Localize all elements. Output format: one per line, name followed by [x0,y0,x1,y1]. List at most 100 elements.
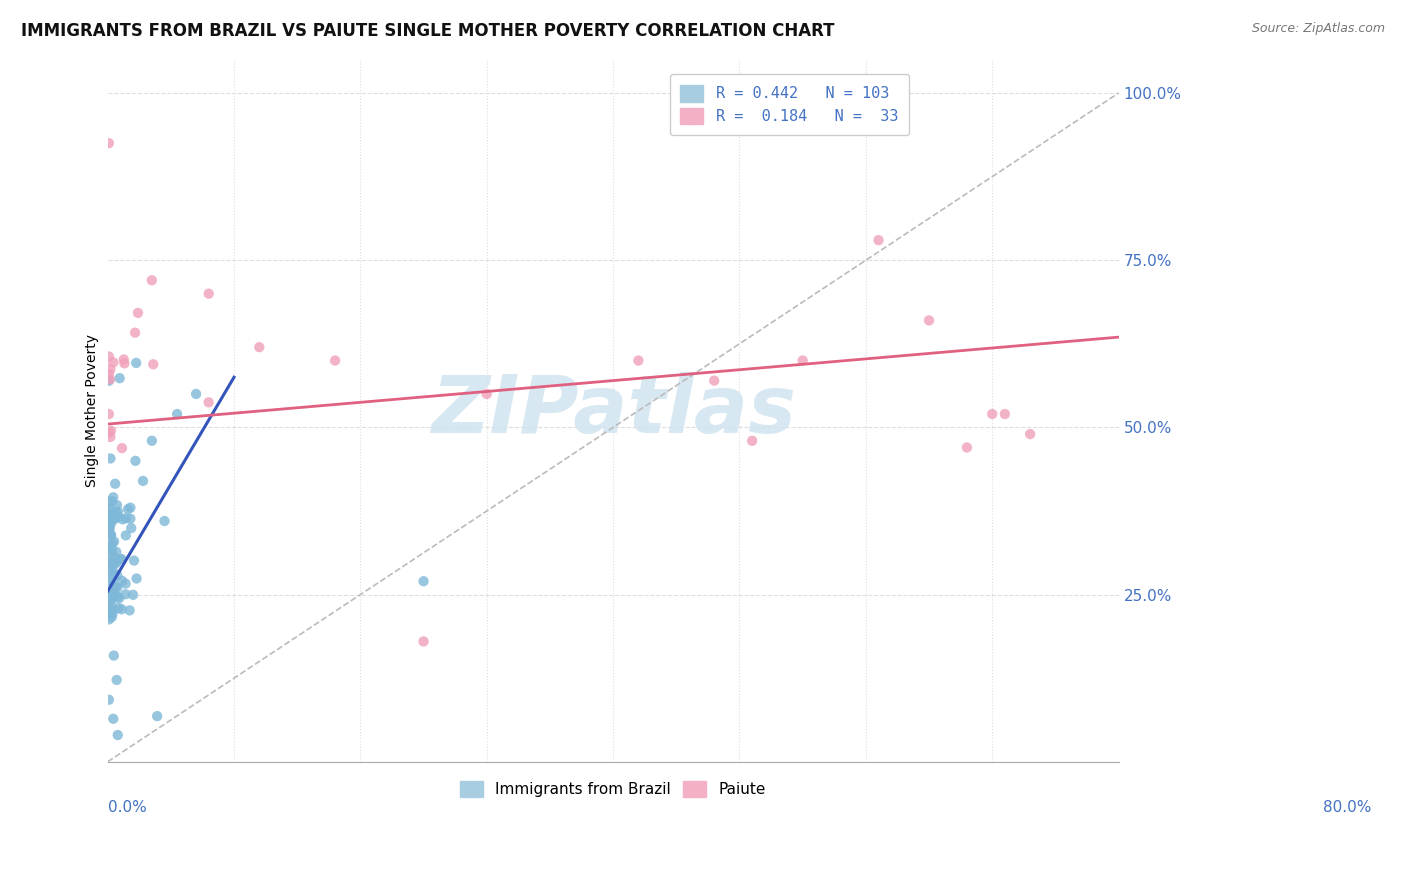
Point [111,512,134,526]
Point [98,425,121,440]
Point [247,340,270,354]
Point [100,557,122,571]
Point [100,362,122,376]
Point [107,601,129,615]
Point [111,441,134,455]
Point [107,504,129,518]
Point [97,587,120,601]
Point [114,528,136,542]
Point [184,387,207,401]
Point [103,534,125,549]
Point [97,549,120,564]
Point [114,576,136,591]
Point [112,356,135,370]
Point [105,568,128,582]
Point [101,558,124,572]
Point [97,574,120,589]
Point [918,313,941,327]
Point [103,355,125,369]
Point [105,545,128,559]
Point [100,527,122,541]
Point [100,592,122,607]
Point [197,395,219,409]
Point [97,367,120,381]
Point [103,648,125,663]
Point [105,556,128,570]
Point [153,514,176,528]
Text: ZIPatlas: ZIPatlas [430,372,796,450]
Point [97,607,120,621]
Point [108,591,131,606]
Point [108,552,131,566]
Point [105,554,128,568]
Point [141,434,163,448]
Point [98,494,121,508]
Point [125,356,148,370]
Point [112,352,135,367]
Point [122,588,145,602]
Point [98,612,121,626]
Point [100,542,122,557]
Point [103,588,125,602]
Point [100,539,122,553]
Point [103,565,125,579]
Point [101,535,124,549]
Point [97,407,120,421]
Point [412,634,434,648]
Point [105,581,128,595]
Point [117,502,139,516]
Point [100,574,122,589]
Point [100,610,122,624]
Point [100,528,122,542]
Point [104,476,127,491]
Point [120,500,142,515]
Point [103,510,125,524]
Point [101,591,124,606]
Point [107,728,129,742]
Point [115,511,138,525]
Point [101,494,124,508]
Point [741,434,763,448]
Point [103,712,125,726]
Point [981,407,1004,421]
Point [97,599,120,614]
Point [108,371,131,385]
Point [142,357,165,371]
Point [97,554,120,568]
Point [141,273,163,287]
Point [97,350,120,364]
Point [100,564,122,578]
Point [475,387,498,401]
Point [868,233,890,247]
Point [101,603,124,617]
Point [792,353,814,368]
Point [98,514,121,528]
Point [627,353,650,368]
Point [98,526,121,541]
Point [100,424,122,438]
Point [100,514,122,528]
Point [100,430,122,444]
Point [101,604,124,618]
Point [101,607,124,621]
Point [100,451,122,466]
Point [98,520,121,534]
Point [146,709,169,723]
Point [97,502,120,516]
Point [97,374,120,388]
Point [105,506,128,520]
Point [98,508,121,522]
Point [97,136,120,151]
Point [412,574,434,589]
Point [103,590,125,604]
Point [98,372,121,386]
Text: 80.0%: 80.0% [1323,800,1371,815]
Point [104,580,127,594]
Point [101,566,124,581]
Point [105,673,128,687]
Point [132,474,155,488]
Text: IMMIGRANTS FROM BRAZIL VS PAIUTE SINGLE MOTHER POVERTY CORRELATION CHART: IMMIGRANTS FROM BRAZIL VS PAIUTE SINGLE … [21,22,835,40]
Point [124,326,146,340]
Point [101,510,124,524]
Point [110,602,132,616]
